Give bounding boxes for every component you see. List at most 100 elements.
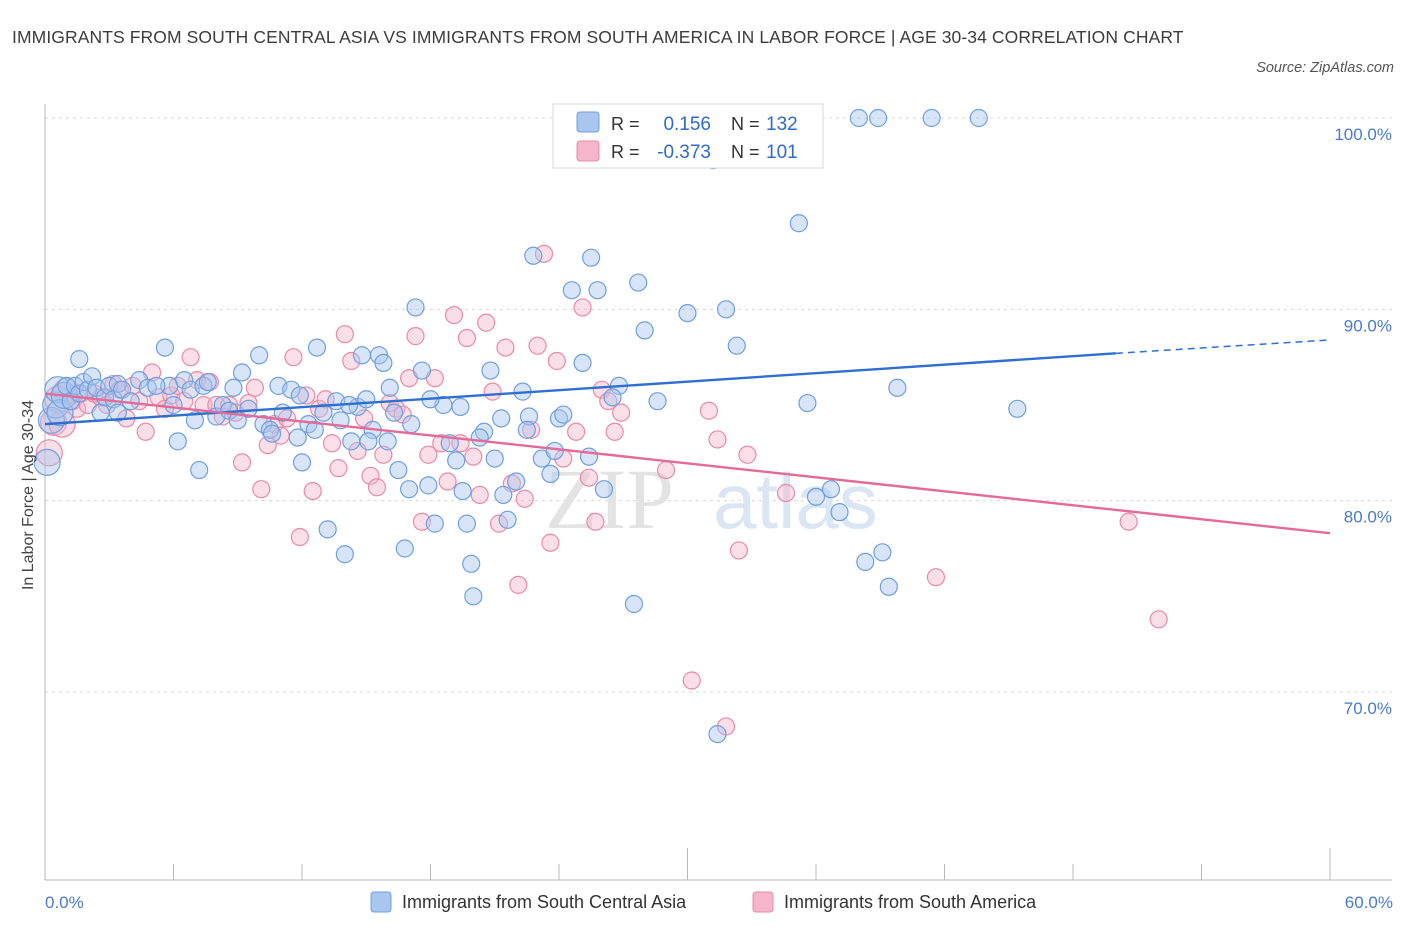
point-south-america	[290, 527, 309, 547]
point-south-america	[367, 478, 387, 497]
point-south-central-asia	[849, 108, 868, 128]
point-south-central-asia	[603, 388, 622, 407]
point-south-central-asia	[716, 300, 736, 319]
point-south-central-asia	[399, 480, 419, 499]
point-south-central-asia	[541, 464, 560, 483]
legend-label-south-america: Immigrants from South America	[784, 892, 1037, 912]
point-south-central-asia	[457, 514, 477, 533]
stats-n-value-2: 101	[766, 142, 798, 163]
stats-legend-swatch-blue	[576, 111, 600, 133]
point-south-central-asia	[648, 392, 667, 411]
point-south-central-asia	[517, 420, 536, 439]
point-south-america	[464, 447, 483, 466]
point-south-america	[579, 468, 599, 487]
point-south-central-asia	[562, 281, 581, 300]
point-south-central-asia	[498, 510, 517, 529]
point-south-central-asia	[335, 545, 354, 564]
point-south-america	[322, 434, 342, 453]
point-south-central-asia	[888, 378, 907, 397]
point-south-central-asia	[147, 376, 166, 395]
point-south-central-asia	[185, 411, 205, 430]
point-south-central-asia	[1008, 399, 1027, 418]
point-south-central-asia	[624, 594, 644, 614]
point-south-central-asia	[250, 346, 269, 365]
point-south-central-asia	[305, 420, 324, 439]
x-tick-label-min: 0.0%	[45, 893, 84, 912]
point-south-central-asia	[425, 514, 444, 533]
point-south-central-asia	[678, 304, 697, 323]
point-south-central-asia	[594, 480, 614, 499]
y-tick-label-80: 80.0%	[1344, 508, 1392, 527]
point-south-america	[470, 485, 489, 505]
watermark-atlas: atlas	[713, 457, 878, 545]
point-south-central-asia	[91, 403, 110, 422]
point-south-america	[708, 430, 727, 449]
point-south-central-asia	[419, 476, 438, 495]
stats-r-label-1: R =	[611, 114, 640, 134]
point-south-central-asia	[727, 336, 746, 355]
point-south-central-asia	[292, 453, 312, 472]
point-south-central-asia	[635, 321, 654, 340]
stats-n-value-1: 132	[766, 114, 798, 135]
point-south-central-asia	[155, 338, 175, 357]
point-south-america	[258, 436, 277, 455]
point-south-central-asia	[579, 447, 599, 466]
point-south-central-asia	[869, 108, 888, 128]
point-south-central-asia	[37, 406, 66, 434]
point-south-central-asia	[464, 587, 483, 606]
point-south-central-asia	[288, 428, 307, 447]
point-south-america	[515, 489, 534, 508]
point-south-central-asia	[524, 246, 543, 265]
point-south-central-asia	[357, 390, 376, 409]
y-tick-label-100: 100.0%	[1334, 125, 1392, 144]
point-south-central-asia	[879, 577, 898, 596]
point-south-america	[776, 483, 796, 503]
point-south-central-asia	[224, 378, 243, 397]
stats-legend: R = 0.156 N = 132 R = -0.373 N = 101	[552, 103, 824, 169]
point-south-central-asia	[175, 371, 194, 390]
point-south-america	[252, 480, 271, 499]
legend-label-south-central-asia: Immigrants from South Central Asia	[402, 892, 687, 912]
series-legend: Immigrants from South Central Asia Immig…	[370, 891, 1037, 913]
point-south-central-asia	[481, 361, 500, 380]
point-south-america	[699, 401, 719, 420]
point-south-central-asia	[168, 432, 187, 451]
point-south-central-asia	[789, 214, 808, 233]
point-south-america	[586, 512, 605, 531]
watermark: ZIP atlas	[545, 451, 878, 547]
point-south-central-asia	[389, 460, 408, 480]
point-south-central-asia	[708, 724, 727, 744]
point-south-central-asia	[83, 367, 102, 386]
point-south-central-asia	[352, 346, 372, 365]
point-south-central-asia	[359, 432, 378, 451]
stats-r-label-2: R =	[611, 142, 640, 162]
point-south-america	[419, 445, 438, 464]
point-south-central-asia	[821, 480, 841, 499]
stats-legend-swatch-pink	[576, 140, 600, 162]
point-south-central-asia	[492, 409, 511, 428]
y-axis-label: In Labor Force | Age 30-34	[20, 400, 37, 590]
stats-n-label-2: N =	[731, 142, 760, 162]
point-south-america	[489, 514, 509, 533]
gridlines: 70.0% 80.0% 90.0% 100.0%	[45, 117, 1392, 718]
point-south-central-asia	[378, 432, 397, 451]
point-south-central-asia	[582, 248, 601, 267]
point-south-america	[284, 348, 303, 367]
point-south-central-asia	[798, 393, 817, 413]
point-south-central-asia	[545, 441, 564, 461]
point-south-central-asia	[232, 363, 252, 382]
point-south-central-asia	[485, 449, 504, 468]
point-south-central-asia	[922, 108, 941, 128]
point-south-central-asia	[462, 554, 481, 573]
point-south-america	[477, 313, 496, 332]
point-south-central-asia	[307, 338, 327, 357]
stats-n-label-1: N =	[731, 114, 760, 134]
point-south-central-asia	[395, 539, 414, 558]
point-south-america	[335, 325, 354, 344]
point-south-central-asia	[384, 403, 404, 422]
series-south-america-points	[35, 108, 1168, 736]
point-south-central-asia	[108, 403, 127, 422]
point-south-central-asia	[806, 487, 826, 506]
point-south-central-asia	[554, 405, 573, 424]
point-south-america	[1149, 610, 1168, 629]
